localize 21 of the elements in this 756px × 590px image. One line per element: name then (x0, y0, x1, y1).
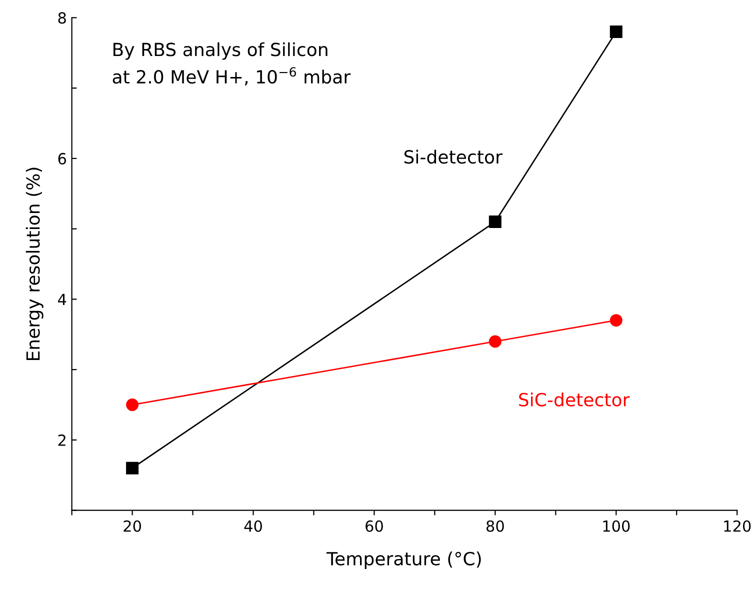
point (610, 314, 622, 327)
series-label: Si-detector (404, 150, 502, 164)
y-tick-label: 6 (58, 152, 66, 164)
point (126, 462, 139, 474)
y-tick-label: 4 (58, 294, 66, 306)
text: SiC-detector (519, 392, 630, 406)
x-tick-label: 40 (244, 520, 262, 532)
y-tick-label: 2 (58, 434, 66, 446)
x-axis-title: Temperature (°C) (326, 552, 481, 569)
point (488, 216, 502, 228)
x-tick-label: 120 (724, 520, 751, 532)
x-tick-label: 60 (366, 520, 383, 532)
point (488, 335, 502, 348)
x-tick-label: 100 (603, 520, 630, 532)
annotation: By RBS analys of Silicon at 2.0 MeV H+, 10$^{−6}$ mbar (112, 42, 351, 86)
y-tick-label: 8 (58, 12, 66, 24)
x-tick-label: 80 (486, 520, 504, 532)
point (610, 26, 622, 38)
x-tick-label: 20 (124, 520, 142, 532)
point (126, 398, 139, 412)
y-axis-title: Energy resolution (%) (26, 168, 44, 360)
